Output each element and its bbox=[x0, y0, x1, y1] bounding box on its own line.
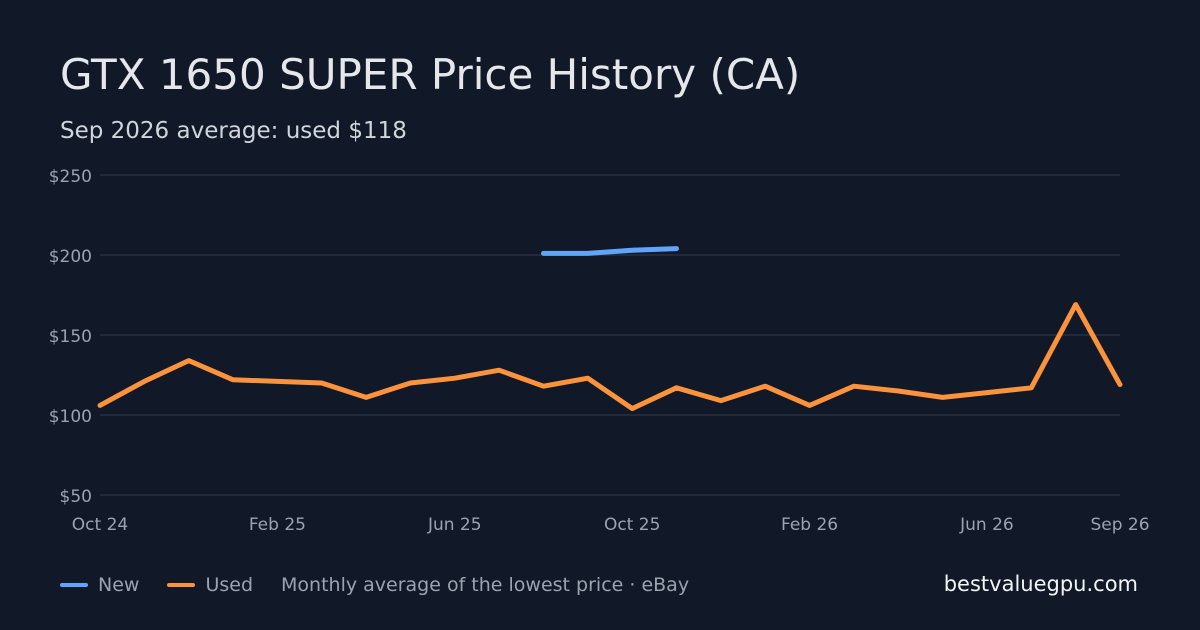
legend-label-used: Used bbox=[205, 574, 254, 596]
x-tick-label: Oct 25 bbox=[604, 515, 660, 535]
y-tick-label: $150 bbox=[49, 327, 92, 347]
chart-footer: New Used Monthly average of the lowest p… bbox=[60, 574, 689, 596]
chart-subtitle: Sep 2026 average: used $118 bbox=[60, 118, 407, 144]
grid-lines bbox=[100, 174, 1120, 496]
y-tick-label: $50 bbox=[60, 487, 92, 507]
x-axis-ticks: Oct 24 Feb 25 Jun 25 Oct 25 Feb 26 Jun 26 Sep … bbox=[72, 515, 1150, 535]
series-line-used bbox=[97, 302, 1123, 412]
y-tick-label: $100 bbox=[49, 407, 92, 427]
series-line-new bbox=[541, 246, 679, 256]
x-tick-label: Sep 26 bbox=[1090, 515, 1149, 535]
legend-label-new: New bbox=[98, 574, 140, 596]
x-tick-label: Feb 26 bbox=[781, 515, 838, 535]
series-lines bbox=[97, 246, 1123, 412]
x-tick-label: Oct 24 bbox=[72, 515, 128, 535]
x-tick-label: Jun 26 bbox=[959, 515, 1014, 535]
y-tick-label: $250 bbox=[49, 167, 92, 187]
legend-item-new: New bbox=[60, 574, 139, 596]
brand-link[interactable]: bestvaluegpu.com bbox=[943, 572, 1138, 596]
legend-swatch-used bbox=[167, 583, 196, 587]
y-tick-label: $200 bbox=[49, 247, 92, 267]
legend-item-used: Used bbox=[167, 574, 253, 596]
x-tick-label: Jun 25 bbox=[427, 515, 482, 535]
y-axis-ticks: $50 $100 $150 $200 $250 bbox=[49, 167, 92, 507]
data-source-note: Monthly average of the lowest price · eB… bbox=[281, 574, 690, 596]
legend-swatch-new bbox=[60, 583, 88, 587]
chart-title: GTX 1650 SUPER Price History (CA) bbox=[60, 50, 801, 99]
x-tick-label: Feb 25 bbox=[249, 515, 306, 535]
